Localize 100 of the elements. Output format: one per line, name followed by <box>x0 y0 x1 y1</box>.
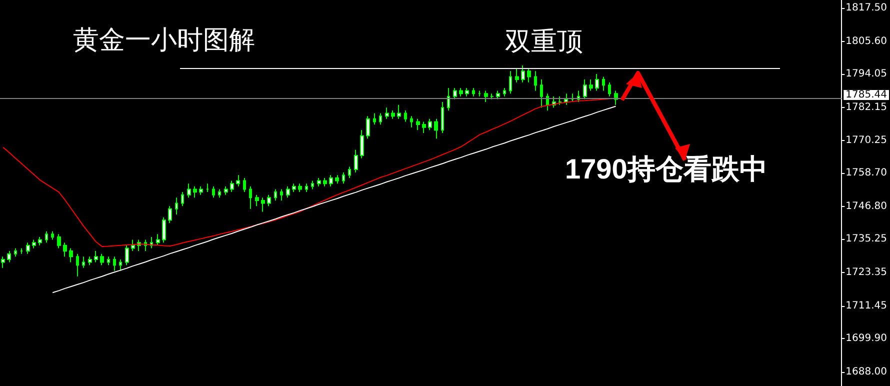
candlestick <box>82 256 85 268</box>
candlestick <box>373 112 376 126</box>
candlestick <box>311 180 314 190</box>
candlestick <box>509 70 512 94</box>
candlestick <box>212 186 215 198</box>
candlestick <box>410 116 413 128</box>
candlestick <box>249 186 252 210</box>
y-tick-label: 1782.15 <box>846 102 888 113</box>
candlestick <box>236 174 240 187</box>
candlestick <box>280 188 283 201</box>
candlestick <box>422 121 426 134</box>
candlestick <box>187 183 191 198</box>
y-tick-label: 1723.35 <box>846 267 888 278</box>
candlestick <box>329 174 333 187</box>
candlestick <box>608 82 611 97</box>
candlestick <box>360 130 364 159</box>
candlestick <box>69 248 73 263</box>
candlestick <box>255 194 259 207</box>
candlestick <box>286 186 290 198</box>
candlestick <box>496 90 500 100</box>
candlestick <box>305 183 308 193</box>
candlestick <box>38 236 42 246</box>
candlestick <box>459 87 463 97</box>
candlestick <box>7 250 11 263</box>
candlestick <box>57 234 61 249</box>
ref-line-label: 1785.44 <box>846 90 888 101</box>
candlestick <box>1 256 5 268</box>
candlestick <box>441 102 444 134</box>
annotation: 双重顶 <box>505 26 583 56</box>
candlestick <box>404 110 407 122</box>
candlestick <box>317 177 321 187</box>
candlestick <box>168 206 172 224</box>
y-tick-label: 1735.25 <box>846 234 888 245</box>
candlestick <box>515 68 519 83</box>
candlestick <box>175 197 178 216</box>
candlestick <box>595 73 599 92</box>
candlestick <box>88 256 92 266</box>
candlestick <box>119 258 122 272</box>
candlestick <box>527 68 531 83</box>
candlestick <box>113 256 116 272</box>
candlestick <box>428 118 432 131</box>
candlestick <box>490 93 494 100</box>
candlestick <box>26 242 30 254</box>
candlestick <box>540 79 543 108</box>
y-tick-label: 1746.80 <box>846 201 888 212</box>
candlestick <box>125 244 129 266</box>
candlestick <box>546 93 549 111</box>
candlestick <box>354 149 358 173</box>
y-tick-label: 1817.50 <box>846 2 888 14</box>
candlestick <box>218 188 221 198</box>
candlestick <box>478 90 481 97</box>
candlestick <box>45 230 48 244</box>
candlestick <box>453 87 457 100</box>
candlestick <box>274 188 277 201</box>
candlestick <box>107 256 110 266</box>
candlestick <box>224 186 228 196</box>
candlestick <box>63 242 67 258</box>
candlestick <box>94 250 98 263</box>
candlestick <box>342 172 345 184</box>
candlestick <box>558 96 562 106</box>
y-tick-label: 1688.00 <box>846 366 888 378</box>
candlestick <box>434 118 438 140</box>
candlestick <box>348 166 351 178</box>
candlestick <box>206 183 209 193</box>
y-tick-label: 1699.90 <box>846 332 888 344</box>
candlestick <box>379 112 382 126</box>
candlestick <box>472 87 475 97</box>
candlestick <box>230 180 234 193</box>
candlestick <box>131 239 135 252</box>
candlestick <box>76 253 79 277</box>
candlestick <box>32 239 36 249</box>
candlestick <box>366 116 370 140</box>
candlestick <box>503 87 506 97</box>
candlestick <box>199 186 203 196</box>
candlestick <box>564 93 568 106</box>
candlestick <box>397 104 401 120</box>
candlestick <box>162 216 166 244</box>
candlestick <box>534 70 537 92</box>
text: 黄金一小时图解 <box>73 26 255 54</box>
y-tick-label: 1805.60 <box>846 36 888 47</box>
candlestick <box>385 107 389 120</box>
candlestick <box>447 87 450 111</box>
candlestick <box>416 118 420 131</box>
candlestick <box>465 87 469 97</box>
candlestick <box>298 183 302 193</box>
candlestick <box>391 110 395 120</box>
candlestick <box>14 248 17 258</box>
y-tick-label: 1770.25 <box>846 135 888 146</box>
annotation: 1790持仓看跌中 <box>565 154 768 184</box>
candlestick <box>267 194 271 207</box>
y-tick-label: 1794.05 <box>846 68 888 80</box>
candlestick <box>100 253 104 266</box>
candlestick <box>323 177 327 187</box>
candlestick <box>335 174 339 184</box>
candlestick <box>243 177 246 193</box>
y-tick-label: 1711.45 <box>846 300 888 312</box>
candlestick <box>589 79 593 92</box>
candlestick <box>583 79 587 100</box>
y-tick-label: 1758.70 <box>846 168 888 179</box>
candlestick <box>20 248 23 254</box>
